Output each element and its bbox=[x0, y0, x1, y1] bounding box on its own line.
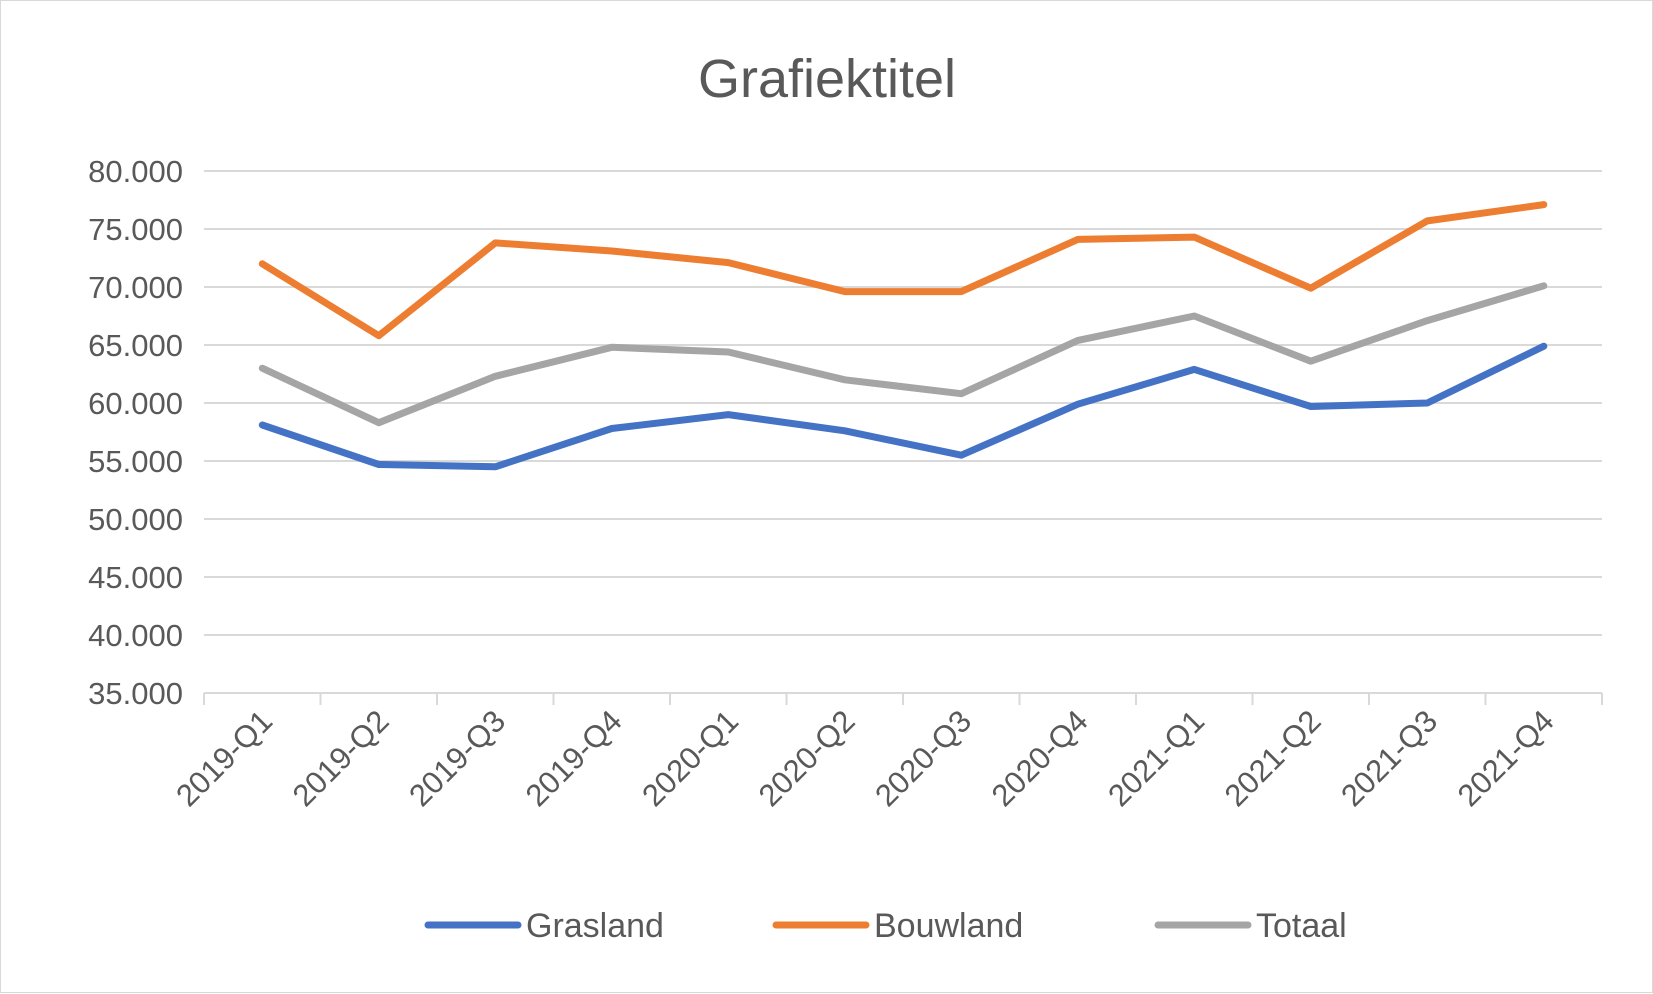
x-tick-label: 2021-Q3 bbox=[1334, 703, 1444, 813]
y-tick-label: 70.000 bbox=[88, 270, 183, 305]
x-axis-tick-labels: 2019-Q1 2019-Q2 2019-Q3 2019-Q4 2020-Q1 2020-… bbox=[169, 703, 1561, 813]
legend-label-bouwland: Bouwland bbox=[874, 907, 1023, 945]
x-tick-label: 2019-Q4 bbox=[519, 703, 629, 813]
series-line-grasland bbox=[258, 342, 1548, 471]
y-axis-tick-labels: 35.000 40.000 45.000 50.000 55.000 60.000 65.0… bbox=[88, 154, 183, 711]
x-tick-label: 2021-Q4 bbox=[1451, 703, 1561, 813]
x-tick-label: 2019-Q3 bbox=[402, 703, 512, 813]
series-lines bbox=[258, 201, 1548, 471]
x-tick-label: 2020-Q1 bbox=[635, 703, 745, 813]
legend-label-totaal: Totaal bbox=[1256, 907, 1347, 945]
x-axis bbox=[203, 692, 1603, 705]
y-tick-label: 65.000 bbox=[88, 328, 183, 363]
x-tick-label: 2020-Q2 bbox=[752, 703, 862, 813]
legend-label-grasland: Grasland bbox=[526, 907, 664, 945]
y-tick-label: 75.000 bbox=[88, 212, 183, 247]
x-tick-label: 2021-Q2 bbox=[1218, 703, 1328, 813]
y-tick-label: 80.000 bbox=[88, 154, 183, 189]
y-tick-label: 40.000 bbox=[88, 618, 183, 653]
x-tick-label: 2021-Q1 bbox=[1101, 703, 1211, 813]
legend: Grasland Bouwland Totaal bbox=[424, 907, 1347, 945]
y-tick-label: 55.000 bbox=[88, 444, 183, 479]
series-line-bouwland bbox=[258, 201, 1548, 340]
y-tick-label: 45.000 bbox=[88, 560, 183, 595]
x-tick-label: 2020-Q3 bbox=[868, 703, 978, 813]
x-tick-label: 2020-Q4 bbox=[985, 703, 1095, 813]
y-tick-label: 35.000 bbox=[88, 676, 183, 711]
x-tick-label: 2019-Q2 bbox=[286, 703, 396, 813]
x-tick-label: 2019-Q1 bbox=[169, 703, 279, 813]
chart-title: Grafiektitel bbox=[698, 49, 956, 109]
y-tick-label: 50.000 bbox=[88, 502, 183, 537]
y-tick-label: 60.000 bbox=[88, 386, 183, 421]
series-line-totaal bbox=[258, 282, 1548, 427]
